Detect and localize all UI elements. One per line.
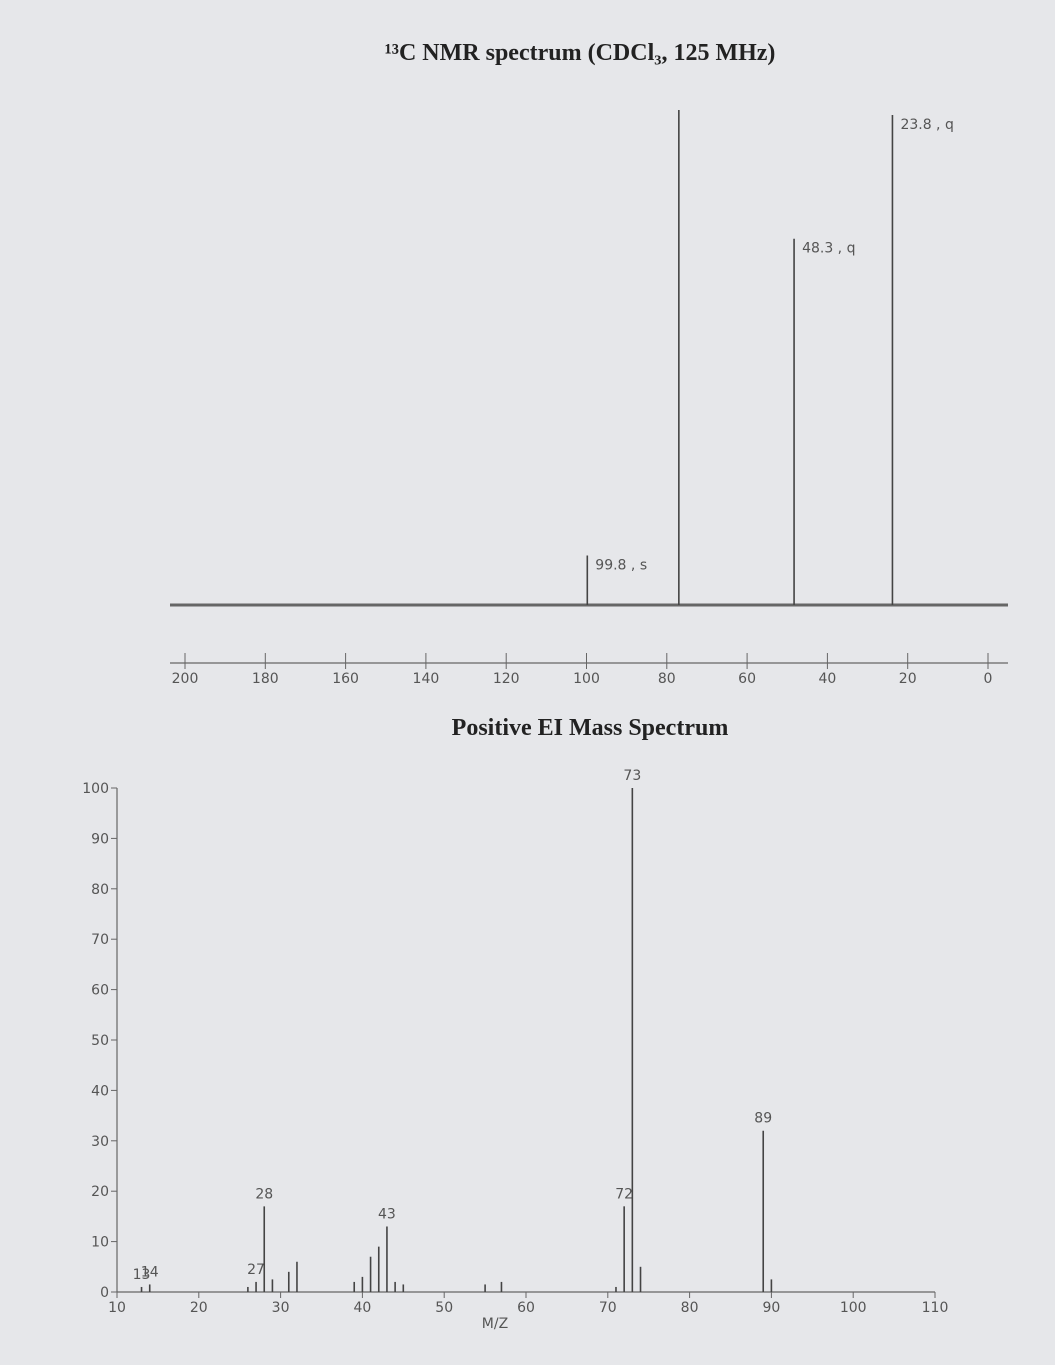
peak-label: 14 xyxy=(141,1264,159,1280)
peak-label: 13 xyxy=(133,1267,151,1283)
x-tick-label: 80 xyxy=(681,1300,699,1316)
peak-label: 27 xyxy=(247,1262,265,1278)
x-tick-label: 50 xyxy=(435,1300,453,1316)
y-tick-label: 30 xyxy=(91,1134,109,1150)
y-tick-label: 20 xyxy=(91,1184,109,1200)
peak-label: 89 xyxy=(754,1111,772,1127)
x-tick-label: 100 xyxy=(840,1300,867,1316)
x-tick-label: 80 xyxy=(658,671,676,687)
x-tick-label: 160 xyxy=(332,671,359,687)
y-tick-label: 80 xyxy=(91,882,109,898)
x-tick-label: 30 xyxy=(272,1300,290,1316)
x-tick-label: 100 xyxy=(573,671,600,687)
x-tick-label: 60 xyxy=(738,671,756,687)
x-tick-label: 70 xyxy=(599,1300,617,1316)
peak-label: 72 xyxy=(615,1186,633,1202)
x-tick-label: 200 xyxy=(172,671,199,687)
x-tick-label: 40 xyxy=(818,671,836,687)
x-tick-label: 40 xyxy=(353,1300,371,1316)
y-tick-label: 60 xyxy=(91,983,109,999)
y-tick-label: 0 xyxy=(100,1285,109,1301)
x-tick-label: 120 xyxy=(493,671,520,687)
y-tick-label: 10 xyxy=(91,1235,109,1251)
x-tick-label: 20 xyxy=(899,671,917,687)
x-tick-label: 180 xyxy=(252,671,279,687)
x-axis-label: M/Z xyxy=(482,1316,508,1332)
peak-label: 23.8 , q xyxy=(900,117,953,133)
peak-label: 73 xyxy=(623,768,641,784)
peak-label: 28 xyxy=(255,1186,273,1202)
x-tick-label: 20 xyxy=(190,1300,208,1316)
x-tick-label: 90 xyxy=(762,1300,780,1316)
x-tick-label: 0 xyxy=(984,671,993,687)
y-tick-label: 70 xyxy=(91,932,109,948)
y-tick-label: 40 xyxy=(91,1083,109,1099)
ms-title: Positive EI Mass Spectrum xyxy=(452,715,729,741)
x-tick-label: 140 xyxy=(413,671,440,687)
y-tick-label: 50 xyxy=(91,1033,109,1049)
peak-label: 43 xyxy=(378,1206,396,1222)
peak-label: 48.3 , q xyxy=(802,241,855,257)
y-tick-label: 90 xyxy=(91,831,109,847)
nmr-title: ¹³C NMR spectrum (CDCl₃, 125 MHz) xyxy=(385,40,776,66)
x-tick-label: 60 xyxy=(517,1300,535,1316)
x-tick-label: 10 xyxy=(108,1300,126,1316)
x-tick-label: 110 xyxy=(922,1300,949,1316)
peak-label: 99.8 , s xyxy=(595,558,647,574)
y-tick-label: 100 xyxy=(82,781,109,797)
